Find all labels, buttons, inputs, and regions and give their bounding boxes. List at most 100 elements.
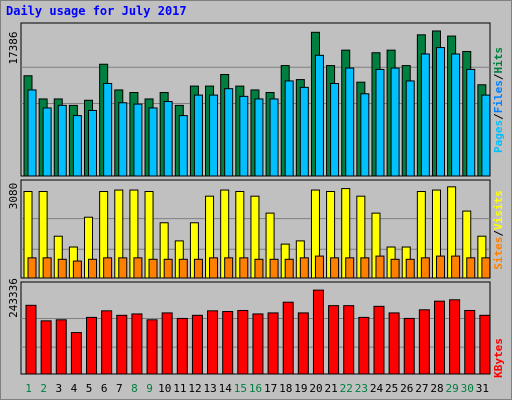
bar-sites — [239, 257, 249, 279]
bar-kbytes — [373, 305, 385, 375]
bar-files — [254, 98, 264, 177]
bar-kbytes — [40, 320, 52, 375]
bar-files — [118, 102, 128, 177]
bar-kbytes — [418, 309, 430, 375]
bar-kbytes — [449, 299, 461, 375]
bar-files — [103, 83, 113, 177]
hits-legend: Pages/Files/Hits — [492, 47, 505, 153]
bar-sites — [193, 258, 203, 279]
bar-files — [163, 101, 173, 177]
bar-kbytes — [358, 316, 370, 375]
bar-sites — [390, 258, 400, 279]
chart-title: Daily usage for July 2017 — [6, 4, 187, 18]
bar-sites — [254, 258, 264, 279]
bar-sites — [375, 255, 385, 279]
bar-files — [435, 47, 445, 177]
day-tick-label: 18 — [279, 382, 292, 395]
bar-files — [420, 53, 430, 177]
bar-kbytes — [312, 289, 324, 375]
bar-kbytes — [479, 314, 491, 375]
bar-files — [299, 86, 309, 177]
day-tick-label: 1 — [25, 382, 32, 395]
day-tick-label: 21 — [325, 382, 338, 395]
day-tick-label: 16 — [249, 382, 262, 395]
day-tick-label: 3 — [56, 382, 63, 395]
day-tick-label: 28 — [430, 382, 443, 395]
bar-sites — [178, 258, 188, 279]
day-tick-label: 26 — [400, 382, 413, 395]
hits-max-label: 17386 — [7, 31, 20, 64]
bar-sites — [88, 258, 98, 279]
bar-sites — [163, 258, 173, 279]
bar-kbytes — [116, 314, 128, 375]
bar-files — [269, 98, 279, 177]
hits-panel — [20, 22, 491, 177]
bar-sites — [27, 257, 37, 279]
bar-files — [481, 94, 491, 177]
day-tick-label: 9 — [146, 382, 153, 395]
bar-kbytes — [267, 312, 279, 375]
bar-kbytes — [464, 309, 476, 375]
day-tick-label: 7 — [116, 382, 123, 395]
bar-sites — [435, 255, 445, 279]
visits-max-label: 3080 — [7, 183, 20, 210]
bar-kbytes — [161, 312, 173, 375]
bar-files — [330, 83, 340, 177]
bar-files — [72, 115, 82, 177]
bar-files — [375, 68, 385, 177]
day-tick-label: 19 — [294, 382, 307, 395]
day-tick-label: 11 — [173, 382, 186, 395]
bar-kbytes — [86, 316, 98, 375]
bar-kbytes — [222, 311, 234, 375]
bar-kbytes — [433, 300, 445, 375]
day-tick-label: 22 — [340, 382, 353, 395]
bar-kbytes — [70, 332, 82, 375]
bar-sites — [314, 255, 324, 279]
day-tick-label: 20 — [309, 382, 322, 395]
visits-panel — [20, 179, 491, 279]
day-tick-label: 6 — [101, 382, 108, 395]
day-tick-label: 12 — [188, 382, 201, 395]
day-tick-label: 5 — [86, 382, 93, 395]
bar-sites — [345, 257, 355, 279]
bar-sites — [405, 258, 415, 279]
bar-kbytes — [55, 319, 67, 375]
kbytes-max-label: 243336 — [7, 278, 20, 318]
bar-kbytes — [25, 304, 37, 375]
kbytes-panel — [20, 281, 491, 375]
day-tick-label: 10 — [158, 382, 171, 395]
bar-files — [239, 95, 249, 177]
bar-files — [209, 94, 219, 177]
bar-sites — [118, 257, 128, 279]
bar-kbytes — [403, 317, 415, 375]
day-tick-label: 4 — [71, 382, 78, 395]
day-tick-label: 2 — [40, 382, 47, 395]
bar-kbytes — [388, 312, 400, 375]
day-tick-label: 15 — [234, 382, 247, 395]
bar-files — [148, 107, 158, 177]
day-tick-label: 8 — [131, 382, 138, 395]
visits-legend: Sites/Visits — [492, 190, 505, 270]
bar-sites — [57, 258, 67, 279]
bar-sites — [299, 257, 309, 279]
bar-sites — [148, 258, 158, 279]
bar-kbytes — [297, 312, 309, 375]
bar-sites — [269, 258, 279, 279]
kbytes-legend: KBytes — [492, 338, 505, 378]
bar-kbytes — [207, 310, 219, 375]
bar-files — [405, 80, 415, 177]
bar-kbytes — [191, 314, 203, 375]
bar-files — [314, 54, 324, 177]
bar-kbytes — [252, 313, 264, 375]
day-tick-label: 23 — [355, 382, 368, 395]
bar-kbytes — [176, 317, 188, 375]
bar-files — [27, 89, 37, 177]
bar-sites — [103, 257, 113, 279]
bar-files — [451, 53, 461, 177]
day-tick-label: 29 — [446, 382, 459, 395]
bar-kbytes — [101, 310, 113, 375]
bar-kbytes — [131, 313, 143, 375]
bar-sites — [133, 257, 143, 279]
day-tick-label: 25 — [385, 382, 398, 395]
